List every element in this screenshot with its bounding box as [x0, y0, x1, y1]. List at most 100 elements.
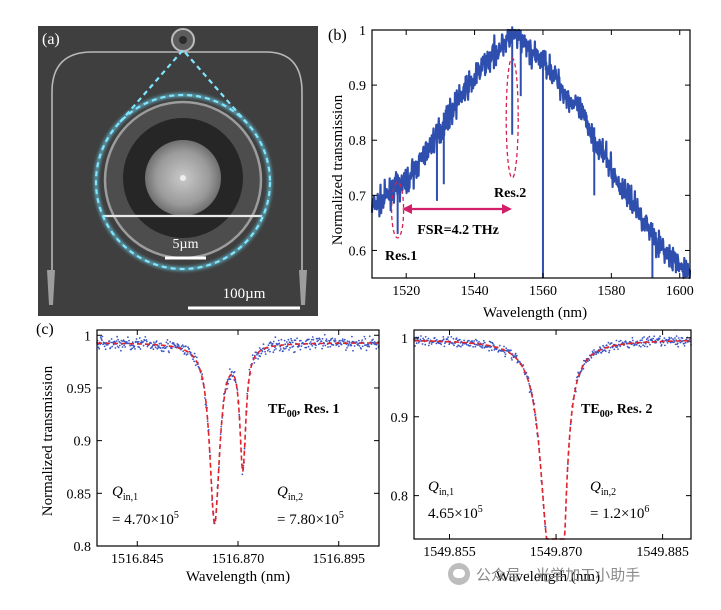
data-point: [505, 347, 508, 350]
data-point: [590, 356, 593, 359]
data-point: [608, 351, 610, 354]
data-point: [639, 339, 642, 342]
data-point: [121, 346, 124, 348]
data-point: [607, 341, 610, 344]
data-point: [586, 360, 589, 363]
data-point: [255, 357, 257, 360]
panel-c1-axes-frame: [96, 329, 380, 547]
data-point: [165, 346, 167, 349]
data-point: [253, 362, 256, 364]
data-point: [328, 341, 331, 343]
data-point: [97, 346, 100, 349]
data-point: [180, 345, 183, 348]
data-point: [246, 392, 249, 395]
data-point: [104, 348, 107, 351]
data-point: [116, 335, 118, 338]
data-point: [625, 341, 627, 343]
data-point: [219, 433, 222, 436]
data-point: [109, 346, 112, 349]
data-point: [348, 341, 351, 344]
scale-bar-5um-label: 5µm: [173, 237, 199, 252]
data-point: [321, 337, 324, 340]
data-point: [476, 339, 478, 342]
data-point: [510, 357, 513, 359]
data-point: [275, 348, 277, 350]
data-point: [286, 345, 289, 348]
data-point: [635, 343, 638, 346]
data-point: [290, 337, 292, 340]
data-point: [653, 335, 656, 338]
data-point: [474, 345, 477, 348]
data-point: [488, 349, 490, 352]
x-tick-label: 1560: [529, 284, 557, 299]
data-point: [140, 340, 143, 342]
data-point: [673, 340, 676, 343]
data-point: [111, 345, 114, 348]
data-point: [422, 337, 424, 340]
data-point: [182, 350, 185, 353]
data-point: [189, 351, 192, 354]
data-point: [174, 344, 177, 347]
data-point: [595, 353, 598, 356]
data-point: [320, 340, 323, 343]
data-point: [504, 355, 506, 358]
data-point: [232, 374, 235, 377]
panel-c1-q1-symbol: Qin,1: [112, 484, 138, 503]
data-point: [679, 341, 682, 344]
data-point: [300, 345, 303, 348]
data-point: [101, 335, 104, 338]
data-point: [681, 337, 684, 340]
y-tick-label: 0.8: [349, 134, 367, 149]
data-point: [308, 338, 310, 341]
data-point: [522, 364, 525, 366]
panel-b-transmission-spectrum: (b) Normalized transmission Wavelength (…: [328, 24, 694, 321]
x-tick-label: 1549.885: [636, 545, 689, 560]
panel-c2-axes-frame: [413, 329, 692, 540]
data-point: [194, 364, 197, 367]
data-point: [262, 343, 265, 346]
data-point: [666, 341, 669, 344]
data-point: [165, 341, 168, 344]
data-point: [310, 338, 313, 341]
fsr-label: FSR=4.2 THz: [417, 223, 499, 238]
data-point: [110, 341, 112, 344]
panel-c1-q1-value: = 4.70×105: [112, 510, 179, 528]
data-point: [544, 526, 547, 528]
data-point: [294, 351, 296, 353]
panel-label-b: (b): [328, 27, 347, 44]
data-point: [363, 335, 366, 338]
data-point: [338, 345, 340, 348]
data-point: [511, 359, 513, 361]
data-point: [115, 340, 118, 342]
data-point: [162, 346, 165, 349]
data-point: [143, 339, 146, 342]
data-point: [319, 338, 321, 341]
data-point: [160, 342, 162, 345]
data-point: [455, 337, 458, 340]
data-point: [101, 339, 103, 342]
y-tick-label: 1: [401, 332, 408, 347]
panel-c1-y-axis-label: Normalized transmission: [40, 365, 56, 516]
data-point: [153, 341, 155, 344]
data-point: [491, 342, 494, 345]
res1-label: Res.1: [385, 249, 417, 264]
data-point: [118, 340, 121, 343]
data-point: [616, 345, 619, 347]
data-point: [314, 346, 317, 349]
data-point: [367, 344, 370, 346]
data-point: [515, 354, 518, 357]
data-point: [134, 348, 136, 350]
data-point: [490, 349, 493, 351]
panel-a-sem-image: 5µm 100µm (a): [38, 26, 318, 316]
data-point: [619, 339, 622, 342]
data-point: [580, 369, 583, 371]
data-point: [658, 337, 661, 340]
data-point: [668, 336, 671, 339]
data-point: [146, 340, 148, 343]
data-point: [193, 360, 196, 363]
data-point: [631, 336, 634, 339]
x-tick-label: 1516.845: [111, 552, 164, 567]
data-point: [284, 343, 287, 346]
data-point: [352, 349, 354, 352]
data-point: [264, 353, 267, 355]
